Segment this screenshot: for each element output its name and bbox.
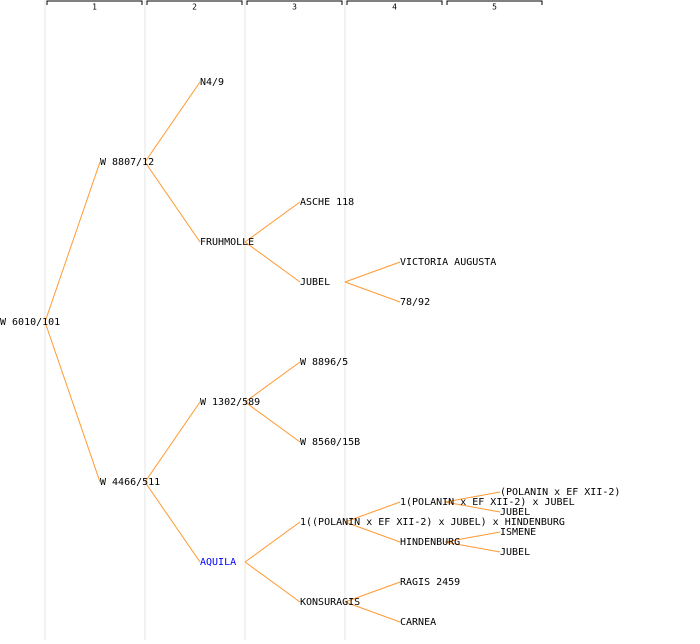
column-header: 5 (492, 3, 497, 12)
branch-line (144, 481, 201, 563)
node-label: ASCHE 118 (300, 197, 354, 208)
node-label: (POLANIN x EF XII-2) (500, 487, 620, 498)
branch-line (344, 521, 401, 543)
node-label: JUBEL (500, 547, 530, 558)
node-label: 1(POLANIN x EF XII-2) x JUBEL (400, 497, 575, 508)
node-label: N4/9 (200, 77, 224, 88)
branch-line (144, 401, 201, 483)
branch-line (244, 241, 301, 283)
node-label: RAGIS 2459 (400, 577, 460, 588)
branch-line (344, 601, 401, 623)
branch-line (444, 541, 501, 553)
branch-line (444, 531, 501, 543)
branch-line (144, 161, 201, 243)
branch-line (344, 581, 401, 603)
node-label: VICTORIA AUGUSTA (400, 257, 496, 268)
branch-line (244, 361, 301, 403)
branch-line (244, 401, 301, 443)
node-label: W 6010/101 (0, 317, 60, 328)
node-label: FRUHMOLLE (200, 237, 254, 248)
column-header: 2 (192, 3, 197, 12)
branch-line (244, 201, 301, 243)
node-label: 1((POLANIN x EF XII-2) x JUBEL) x HINDEN… (300, 517, 565, 528)
branch-line (444, 501, 501, 513)
branch-line (244, 561, 301, 603)
branch-line (444, 491, 501, 503)
branch-line (44, 321, 101, 483)
column-bracket (346, 0, 443, 5)
branch-line (344, 281, 401, 303)
node-label: CARNEA (400, 617, 436, 628)
node-label: AQUILA (200, 557, 236, 568)
node-label: W 4466/511 (100, 477, 160, 488)
branch-line (144, 81, 201, 163)
branch-line (44, 161, 101, 323)
column-header: 1 (92, 3, 97, 12)
node-label: HINDENBURG (400, 537, 460, 548)
node-label: W 8560/15B (300, 437, 360, 448)
branch-line (344, 261, 401, 283)
node-label: JUBEL (500, 507, 530, 518)
node-label: ISMENE (500, 527, 536, 538)
node-label: 78/92 (400, 297, 430, 308)
node-label: KONSURAGIS (300, 597, 360, 608)
node-label: JUBEL (300, 277, 330, 288)
branch-line (244, 521, 301, 563)
column-header: 4 (392, 3, 397, 12)
column-bracket (246, 0, 343, 5)
branch-line (344, 501, 401, 523)
column-bracket (46, 0, 143, 5)
column-header: 3 (292, 3, 297, 12)
node-label: W 8807/12 (100, 157, 154, 168)
column-bracket (146, 0, 243, 5)
node-label: W 8896/5 (300, 357, 348, 368)
column-bracket (446, 0, 543, 5)
node-label: W 1302/589 (200, 397, 260, 408)
